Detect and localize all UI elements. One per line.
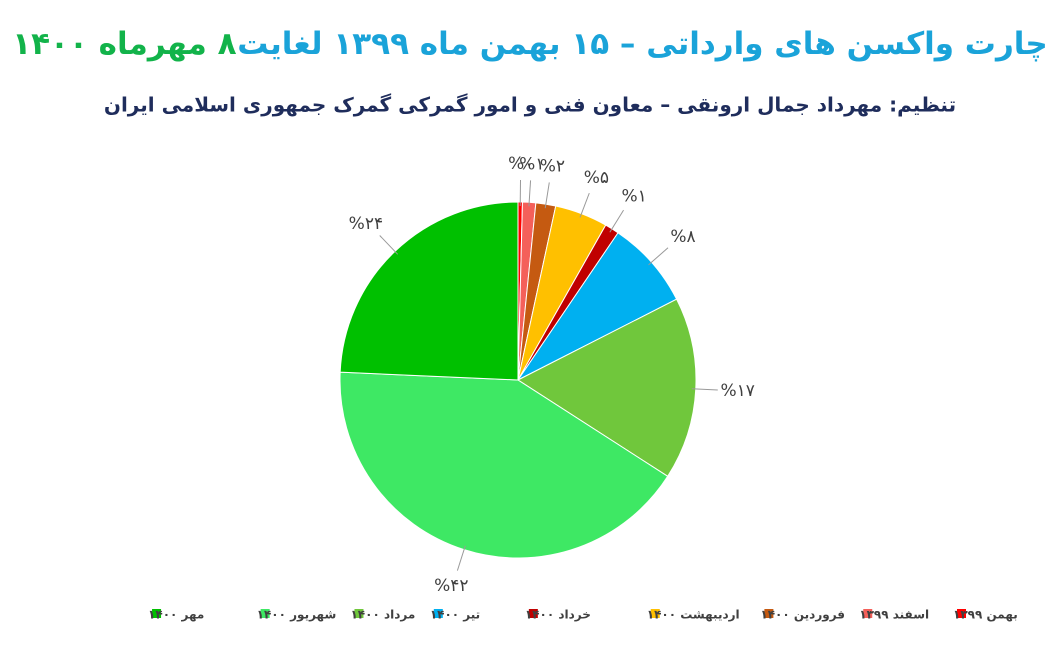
chart-subtitle: تنظیم: مهرداد جمال ارونقی – معاون فنی و … [104, 93, 956, 117]
pie: %۰%۱%۲%۵%۱%۸%۱۷%۴۲%۲۴ [340, 154, 755, 596]
legend: بهمن ۱۳۹۹ اسفند ۱۳۹۹ فروردین ۱۴۰۰ اردیبهشت … [148, 608, 1018, 623]
leader-line [580, 193, 589, 217]
legend-label: شهریور ۱۴۰۰ [257, 608, 337, 623]
data-label: %۵ [584, 168, 609, 188]
data-label: %۱۷ [721, 381, 755, 401]
data-label: %۸ [670, 227, 695, 247]
legend-label: مهر ۱۴۰۰ [148, 608, 204, 622]
legend-label: تیر ۱۴۰۰ [430, 608, 480, 622]
leader-line [649, 248, 669, 265]
legend-label: اردیبهشت ۱۴۰۰ [647, 608, 740, 622]
data-label: %۲۴ [349, 214, 383, 234]
leader-line [457, 546, 465, 571]
title-part: چارت واکسن های وارداتی – ۱۵ بهمن ماه ۱۳۹… [237, 26, 1048, 62]
title-highlight: ۸ مهرماه ۱۴۰۰ [12, 26, 236, 62]
leader-line [610, 210, 624, 232]
legend-label: فروردین ۱۴۰۰ [760, 608, 845, 623]
data-label: %۲ [540, 157, 565, 177]
legend-label: بهمن ۱۳۹۹ [953, 608, 1018, 622]
legend-label: خرداد ۱۴۰۰ [525, 608, 591, 622]
legend-label: اسفند ۱۳۹۹ [859, 608, 929, 622]
chart-title: چارت واکسن های وارداتی – ۱۵ بهمن ماه ۱۳۹… [12, 26, 1048, 62]
leader-line [380, 236, 398, 255]
data-label: %۴۲ [434, 576, 468, 596]
legend-label: مرداد ۱۴۰۰ [350, 608, 415, 622]
data-label: %۱ [621, 187, 646, 207]
